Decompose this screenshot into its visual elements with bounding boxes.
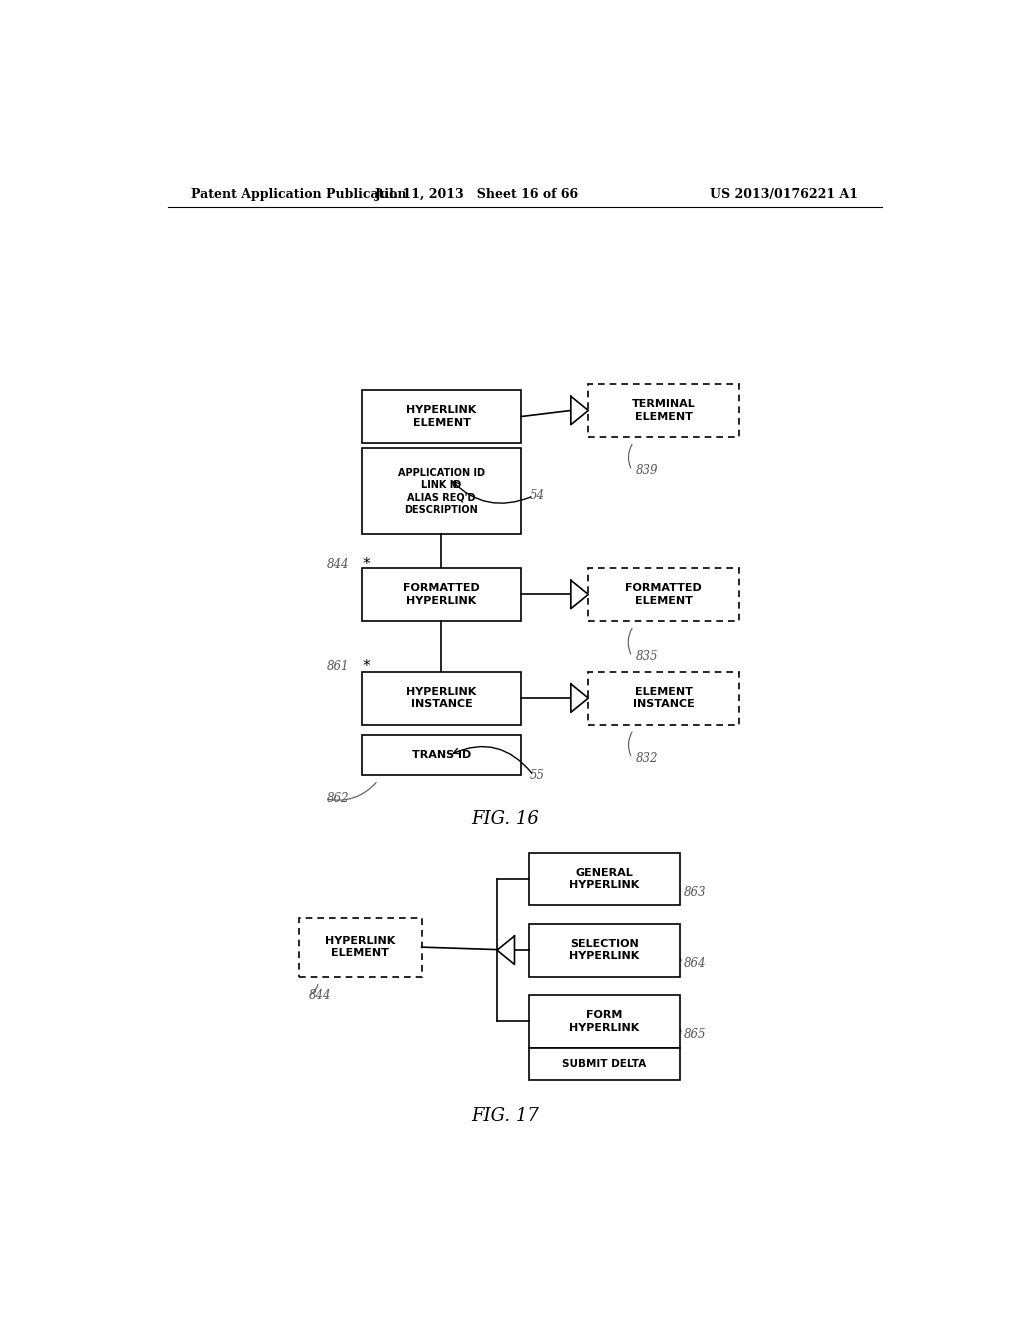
Text: HYPERLINK
INSTANCE: HYPERLINK INSTANCE [407,686,476,709]
Polygon shape [570,581,588,609]
Text: 865: 865 [684,1028,706,1041]
Text: TRANS ID: TRANS ID [412,750,471,760]
Text: 862: 862 [327,792,349,805]
Text: US 2013/0176221 A1: US 2013/0176221 A1 [710,189,858,202]
Text: 55: 55 [529,768,545,781]
Text: SELECTION
HYPERLINK: SELECTION HYPERLINK [569,939,639,961]
Text: FORMATTED
ELEMENT: FORMATTED ELEMENT [626,583,702,606]
Polygon shape [497,936,514,965]
Bar [588,384,739,437]
Bar [299,917,422,977]
Text: FIG. 17: FIG. 17 [471,1107,539,1125]
Text: GENERAL
HYPERLINK: GENERAL HYPERLINK [569,867,639,890]
Text: FORMATTED
HYPERLINK: FORMATTED HYPERLINK [403,583,480,606]
Text: Patent Application Publication: Patent Application Publication [191,189,407,202]
Bar [362,735,521,775]
Text: 861: 861 [327,660,349,673]
Bar [528,924,680,977]
Text: *: * [362,557,370,573]
Text: APPLICATION ID
LINK ID
ALIAS REQ'D
DESCRIPTION: APPLICATION ID LINK ID ALIAS REQ'D DESCR… [398,467,485,515]
Bar [362,672,521,725]
Bar [588,672,739,725]
Bar [362,447,521,535]
Bar [362,568,521,620]
Text: SUBMIT DELTA: SUBMIT DELTA [562,1059,646,1069]
Bar [362,391,521,444]
Text: 839: 839 [636,463,658,477]
Bar [528,1048,680,1080]
Text: Jul. 11, 2013   Sheet 16 of 66: Jul. 11, 2013 Sheet 16 of 66 [375,189,580,202]
Polygon shape [570,396,588,425]
Text: 864: 864 [684,957,706,970]
Bar [528,995,680,1048]
Text: HYPERLINK
ELEMENT: HYPERLINK ELEMENT [325,936,395,958]
Bar [528,853,680,906]
Text: 863: 863 [684,886,706,899]
Text: TERMINAL
ELEMENT: TERMINAL ELEMENT [632,399,695,421]
Text: HYPERLINK
ELEMENT: HYPERLINK ELEMENT [407,405,476,428]
Text: *: * [362,659,370,675]
Text: FORM
HYPERLINK: FORM HYPERLINK [569,1010,639,1032]
Bar [588,568,739,620]
Text: 54: 54 [529,490,545,503]
Polygon shape [570,684,588,713]
Text: 844: 844 [309,990,332,1002]
Text: 844: 844 [327,558,349,572]
Text: 832: 832 [636,751,658,764]
Text: FIG. 16: FIG. 16 [471,810,539,828]
Text: 835: 835 [636,649,658,663]
Text: ELEMENT
INSTANCE: ELEMENT INSTANCE [633,686,694,709]
